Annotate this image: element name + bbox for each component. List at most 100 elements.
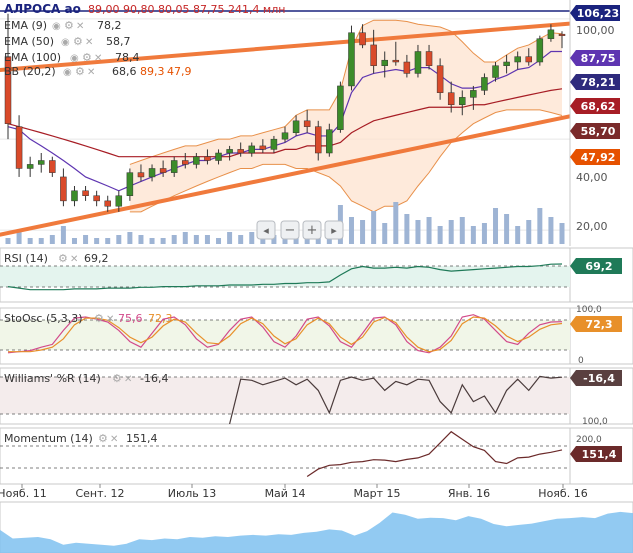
- bb-lower-line: [129, 109, 563, 213]
- candle-body: [348, 32, 355, 87]
- gear-icon: ⚙: [73, 35, 83, 48]
- bollinger-bands: [129, 19, 563, 213]
- bb-lower-value: 47,9: [167, 65, 192, 78]
- indicator-tag: [570, 370, 622, 386]
- candle-body: [93, 195, 100, 202]
- volume-bar: [149, 238, 155, 244]
- volume-bar: [459, 217, 465, 244]
- volume-bar: [249, 232, 255, 244]
- indicator-tag-label: 151,4: [582, 448, 617, 461]
- volume-bar: [83, 235, 89, 244]
- close-icon: ✕: [94, 53, 102, 64]
- upper-trend-line: [0, 16, 633, 72]
- gear-icon: ⚙: [112, 372, 122, 385]
- indicator-tag-label: 72,3: [585, 318, 612, 331]
- volume-bar: [38, 238, 44, 244]
- rsi-panel-band: [0, 266, 570, 287]
- williams-panel-band: [0, 377, 570, 414]
- x-axis-label: Июль 13: [168, 487, 217, 500]
- candle-body: [503, 61, 510, 66]
- x-axis-label: Май 14: [265, 487, 306, 500]
- candle-body: [49, 160, 56, 173]
- candle-body: [392, 59, 400, 63]
- williams-axis-bottom: 100,0: [582, 417, 608, 427]
- rsi-line: [7, 263, 563, 291]
- bb-upper-value: 89,3: [140, 65, 165, 78]
- rsi-panel: RSI (14) 69,2 69,2: [0, 247, 633, 303]
- volume-bar: [193, 235, 199, 244]
- x-axis-label: Нояб. 16: [538, 487, 587, 500]
- indicator-tag-label: -16,4: [583, 372, 615, 385]
- zoom-out-button[interactable]: [280, 220, 300, 240]
- volume-bar: [71, 238, 77, 244]
- stoch-panel: StoOsc (5,3,3) 75,6 72,3 100,0 0 72,3: [0, 305, 633, 366]
- candle-body: [326, 129, 333, 154]
- candle-body: [259, 145, 267, 150]
- bb-upper-line: [129, 19, 563, 165]
- pan-right-button[interactable]: [324, 220, 344, 240]
- eye-icon: ◉: [52, 21, 61, 32]
- candle-body: [414, 51, 422, 74]
- close-icon: ✕: [85, 37, 93, 48]
- volume-bar: [204, 235, 210, 244]
- gear-icon: ⚙: [82, 51, 92, 64]
- volume-bar: [526, 220, 532, 244]
- stoch-k-value: 75,6: [118, 312, 143, 325]
- gear-icon: ⚙: [75, 65, 85, 78]
- candle-body: [204, 156, 211, 161]
- candle-body: [547, 29, 555, 39]
- x-axis-label: Янв. 16: [448, 487, 490, 500]
- bb-label: BB (20,2): [4, 65, 56, 78]
- ema100-value: 78,4: [115, 51, 140, 64]
- price-tag-label: 58,70: [581, 125, 616, 138]
- gear-icon: ⚙: [58, 252, 68, 265]
- price-axis: 100,00 40,00 20,00 106,23 87,75 78,21 68,62…: [569, 0, 633, 246]
- x-axis-label: Нояб. 11: [0, 487, 47, 500]
- candle-body: [403, 61, 411, 74]
- gear-icon: ⚙: [98, 432, 108, 445]
- legend-icons: ◉ ⚙ ✕◉ ⚙ ✕◉ ⚙ ✕◉ ⚙ ✕: [52, 19, 102, 78]
- candle-body: [425, 51, 433, 66]
- navigator[interactable]: [0, 501, 633, 553]
- price-tick-100: 100,00: [576, 24, 615, 37]
- volume-bar: [116, 235, 122, 244]
- candle-body: [215, 152, 222, 161]
- candle-body: [314, 126, 322, 154]
- price-tag: [570, 123, 620, 139]
- close-icon: ✕: [106, 314, 114, 325]
- candle-body: [126, 172, 134, 196]
- williams-value: -16,4: [140, 372, 168, 385]
- volume-bar: [504, 214, 510, 244]
- candle-body: [137, 172, 145, 178]
- zoom-in-icon: +: [307, 223, 318, 238]
- candle-body: [370, 44, 377, 66]
- stoch-d-value: 72,3: [148, 312, 173, 325]
- volume-bar: [493, 208, 499, 244]
- momentum-axis-top: 200,0: [576, 435, 602, 445]
- pan-controls: ◂ − + ▸: [256, 220, 344, 240]
- price-tag-label: 68,62: [581, 100, 616, 113]
- stoch-axis-bottom: 0: [578, 356, 584, 366]
- volume-bar: [548, 217, 554, 244]
- x-axis-label: Сент. 12: [75, 487, 124, 500]
- bb-fill: [129, 20, 562, 212]
- indicator-panels: RSI (14) 69,2 69,2 StoOsc (5,3,3) 75,6 72,3 10…: [0, 247, 633, 485]
- price-tags: 106,23 87,75 78,21 68,62 58,70 47,92: [570, 5, 620, 165]
- candle-body: [182, 160, 189, 165]
- momentum-panel: Momentum (14) 151,4 200,0 151,4: [0, 427, 633, 485]
- indicator-tag: [570, 258, 622, 274]
- bb-mid-value: 68,6: [112, 65, 137, 78]
- candle-body: [248, 145, 256, 154]
- pan-right-icon: ▸: [331, 224, 337, 237]
- stoch-axis-top: 100,0: [576, 305, 602, 315]
- volume-bar: [348, 217, 354, 244]
- zoom-in-button[interactable]: [302, 220, 322, 240]
- candle-body: [237, 149, 244, 154]
- close-icon: ✕: [70, 254, 78, 265]
- williams-panel: Williams' %R (14) -16,4 100,0 -16,4: [0, 367, 633, 427]
- stoch-panel-band: [0, 320, 570, 350]
- volume-bar: [293, 235, 299, 244]
- volume-bar: [360, 220, 366, 244]
- volume-bar: [60, 226, 66, 244]
- pan-left-button[interactable]: [256, 220, 276, 240]
